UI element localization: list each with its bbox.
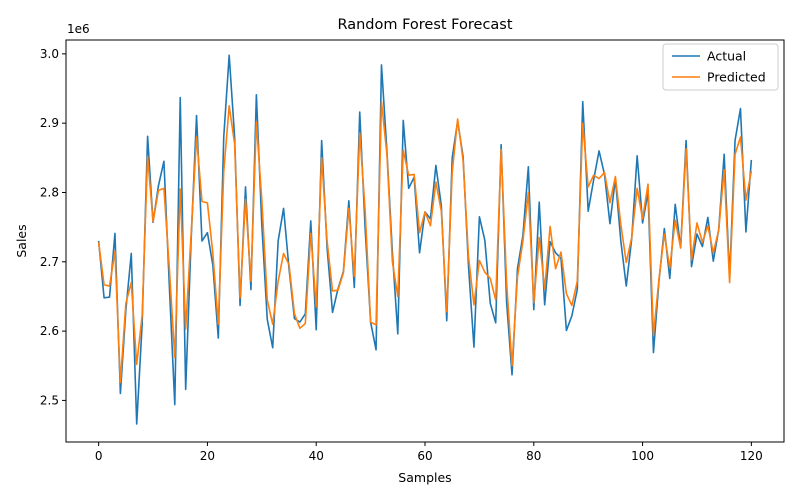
chart-title: Random Forest Forecast: [337, 17, 512, 33]
legend: Actual Predicted: [662, 43, 779, 91]
plot-frame: [65, 39, 785, 443]
y-tick-label: 2.8: [40, 185, 59, 199]
x-tick-label: 100: [631, 449, 654, 463]
y-tick-label: 2.9: [40, 116, 59, 130]
y-tick-label: 3.0: [40, 47, 59, 61]
axis-ticks: 0 20 40 60 80 100 120 2.5 2.6 2.7 2.8 2.9 3.0: [40, 47, 763, 463]
y-tick-label: 2.6: [40, 324, 59, 338]
y-tick-label: 2.7: [40, 255, 59, 269]
x-tick-label: 120: [740, 449, 763, 463]
legend-label-actual: Actual: [707, 49, 746, 64]
y-offset-label: 1e6: [67, 22, 90, 36]
x-tick-label: 20: [200, 449, 215, 463]
series-line-predicted: [97, 100, 753, 384]
x-tick-label: 0: [95, 449, 103, 463]
x-tick-label: 80: [526, 449, 541, 463]
y-tick-label: 2.5: [40, 393, 59, 407]
x-tick-label: 40: [309, 449, 324, 463]
x-tick-label: 60: [417, 449, 432, 463]
legend-label-predicted: Predicted: [707, 70, 766, 85]
y-axis-label: Sales: [14, 224, 29, 257]
series-lines: [97, 54, 753, 425]
x-axis-label: Samples: [398, 470, 451, 485]
